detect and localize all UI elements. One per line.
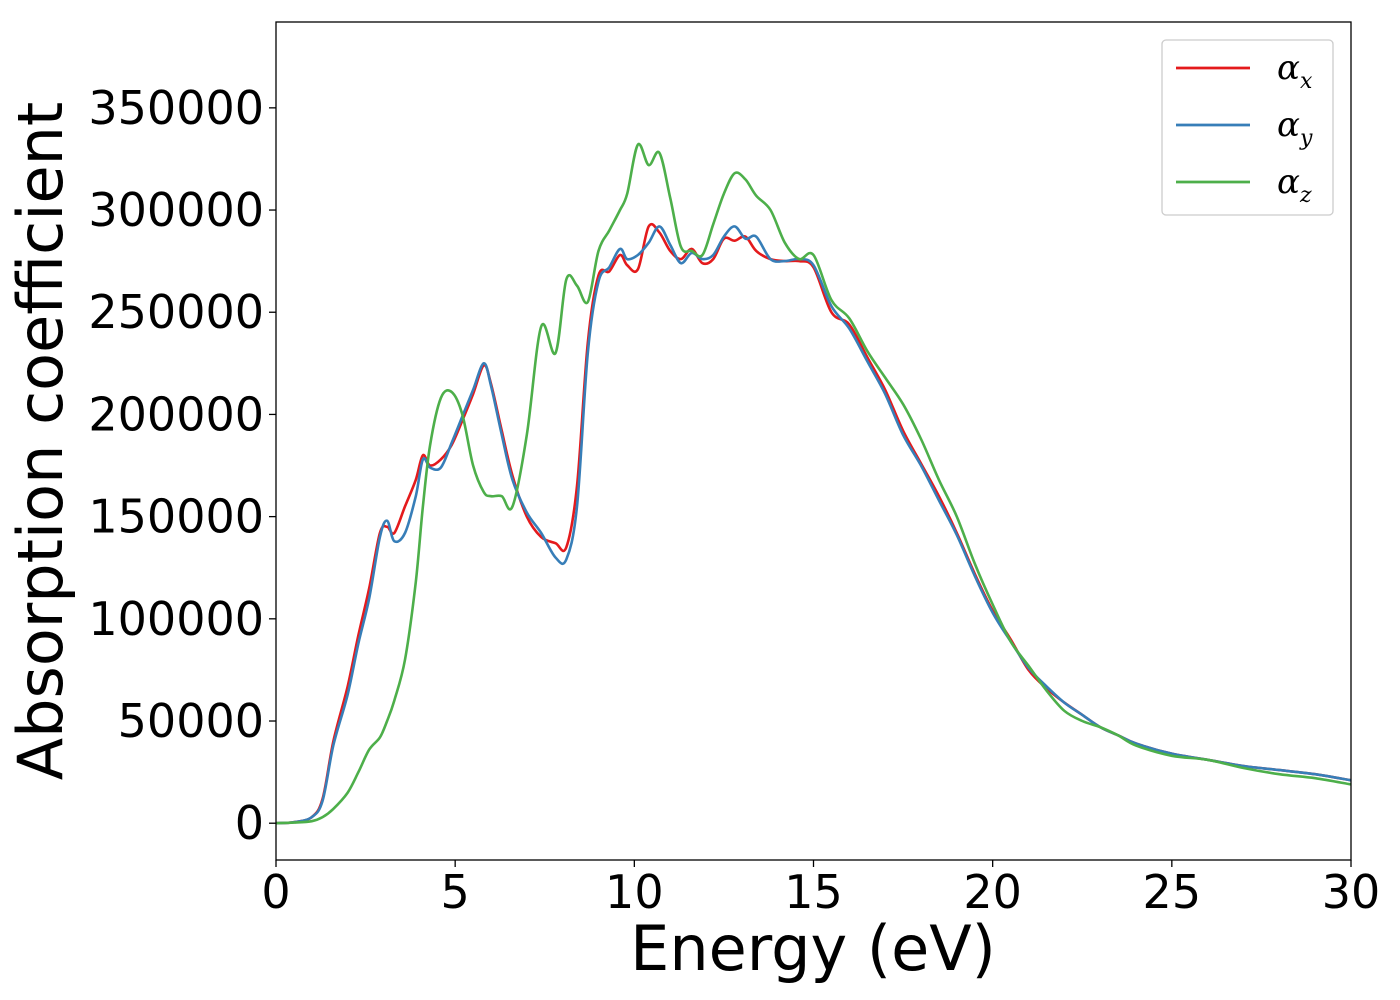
y-tick-label: 350000 [88, 81, 264, 135]
y-axis-label: Absorption coefficient [4, 102, 77, 781]
x-tick-label: 30 [1322, 865, 1381, 919]
y-tick-label: 100000 [88, 592, 264, 646]
x-tick-label: 25 [1143, 865, 1202, 919]
y-tick-label: 50000 [118, 694, 264, 748]
x-tick-label: 15 [784, 865, 843, 919]
legend-box [1161, 39, 1334, 216]
y-tick-label: 0 [235, 796, 264, 850]
legend-label: αy [1277, 105, 1313, 151]
y-tick-label: 300000 [88, 183, 264, 237]
legend-label: αz [1277, 162, 1312, 208]
y-tick-label: 150000 [88, 490, 264, 544]
series-layer [276, 142, 1351, 825]
legend-label: αx [1277, 48, 1313, 94]
legend-item-z: αz [1176, 162, 1312, 208]
x-axis: 0 5 10 15 20 25 30 [261, 860, 1380, 919]
x-tick-label: 20 [963, 865, 1022, 919]
legend: αx αy αz [1161, 39, 1334, 216]
y-tick-label: 250000 [88, 285, 264, 339]
y-axis: 0 50000 100000 150000 200000 250000 300000 3500… [88, 81, 276, 850]
series-line-z [276, 142, 1351, 825]
x-axis-label: Energy (eV) [630, 912, 996, 985]
x-tick-label: 5 [441, 865, 470, 919]
x-tick-label: 10 [605, 865, 664, 919]
legend-item-x: αx [1176, 48, 1313, 94]
x-tick-label: 0 [261, 865, 290, 919]
legend-item-y: αy [1176, 105, 1313, 151]
y-tick-label: 200000 [88, 387, 264, 441]
